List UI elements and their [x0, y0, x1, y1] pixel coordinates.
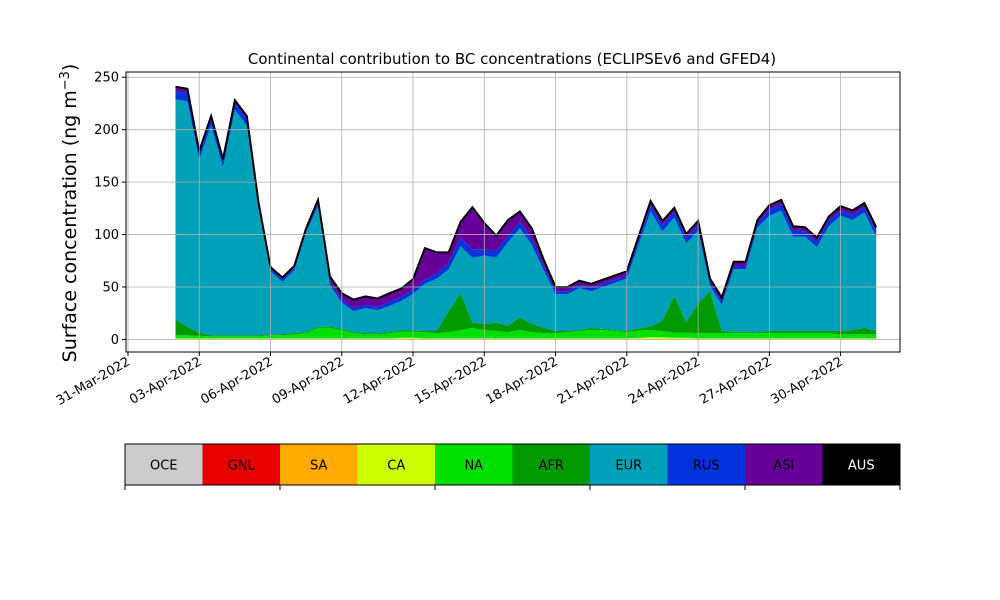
x-tick-label: 18-Apr-2022 [483, 354, 560, 407]
legend-label-na: NA [464, 459, 483, 474]
legend-swatch-eur [590, 444, 668, 485]
y-tick-label: 150 [94, 176, 119, 191]
y-tick-label: 200 [94, 123, 119, 138]
legend-label-oce: OCE [150, 459, 178, 474]
chart-title: Continental contribution to BC concentra… [248, 50, 776, 68]
legend-swatch-ca [357, 444, 435, 485]
area-na [175, 327, 877, 339]
legend-swatch-afr [512, 444, 590, 485]
axes-frame [125, 71, 901, 353]
x-tick-label: 09-Apr-2022 [270, 354, 347, 407]
x-tick-label: 21-Apr-2022 [555, 354, 632, 407]
plot-area: 05010015020025031-Mar-202203-Apr-202206-… [54, 71, 901, 409]
x-tick-label: 03-Apr-2022 [127, 354, 204, 407]
x-tick-label: 15-Apr-2022 [412, 354, 489, 407]
y-tick-label: 100 [94, 228, 119, 243]
legend-swatch-na [435, 444, 513, 485]
legend-label-eur: EUR [615, 459, 642, 474]
legend-label-sa: SA [310, 459, 327, 474]
y-tick-label: 0 [111, 333, 119, 348]
y-tick-label: 250 [94, 71, 119, 86]
legend-swatch-rus [667, 444, 745, 485]
legend-frame [124, 443, 901, 486]
legend-label-aus: AUS [848, 459, 875, 474]
y-tick-label: 50 [102, 280, 119, 295]
legend-label-gnl: GNL [228, 459, 256, 474]
x-tick-label: 27-Apr-2022 [697, 354, 774, 407]
legend-swatch-oce [125, 444, 203, 485]
area-ca [175, 337, 877, 339]
legend-label-rus: RUS [693, 459, 720, 474]
legend-swatch-asi [745, 444, 823, 485]
legend-label-ca: CA [387, 459, 405, 474]
y-axis-label: Surface concentration (ng m−3) [58, 64, 81, 363]
legend-swatch-sa [280, 444, 358, 485]
x-tick-label: 12-Apr-2022 [341, 354, 418, 407]
area-afr [175, 291, 877, 337]
legend-swatch-gnl [202, 444, 280, 485]
total-outline [175, 85, 878, 301]
x-tick-label: 24-Apr-2022 [626, 354, 703, 407]
legend-colorbar: OCE GNL SA CA NA AFR EUR RUS ASI AUS [124, 443, 901, 490]
legend-label-asi: ASI [773, 459, 794, 474]
area-eur [175, 99, 877, 336]
legend-label-afr: AFR [539, 459, 564, 474]
x-tick-label: 06-Apr-2022 [198, 354, 275, 407]
legend-swatch-aus [822, 444, 900, 485]
x-tick-label: 30-Apr-2022 [768, 354, 845, 407]
